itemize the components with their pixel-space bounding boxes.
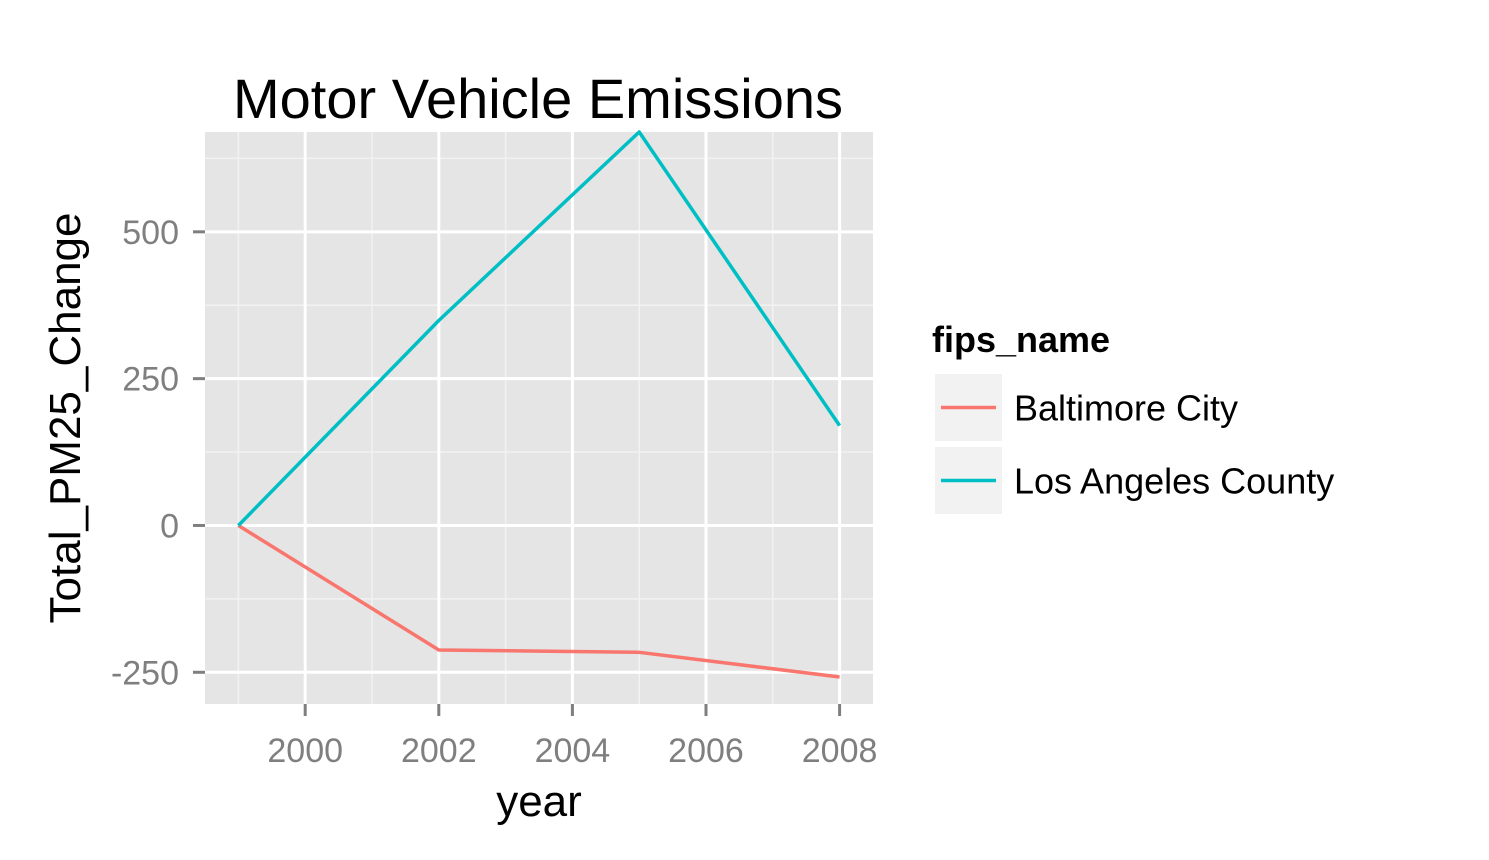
x-axis-title: year: [496, 777, 582, 826]
series-line: [237, 523, 840, 679]
legend-title: fips_name: [932, 319, 1110, 360]
y-axis-title: Total_PM25_Change: [41, 213, 90, 624]
y-tick-label: 0: [160, 507, 179, 545]
legend-label: Baltimore City: [1014, 388, 1238, 429]
legend: fips_name Baltimore City Los Angeles Coun…: [932, 319, 1334, 514]
x-tick-label: 2004: [535, 732, 611, 770]
x-axis: 2000 2002 2004 2006 2008: [267, 704, 877, 770]
x-tick-label: 2000: [267, 732, 343, 770]
y-tick-label: 500: [122, 214, 179, 252]
x-tick-label: 2002: [401, 732, 477, 770]
x-tick-label: 2006: [668, 732, 744, 770]
minor-grid: [205, 132, 873, 704]
series-lines: [237, 130, 842, 679]
major-grid: [205, 132, 873, 704]
chart-title: Motor Vehicle Emissions: [233, 67, 843, 130]
y-tick-label: -250: [111, 654, 179, 692]
series-line: [237, 130, 842, 527]
y-axis: -250 0 250 500: [111, 214, 205, 692]
legend-label: Los Angeles County: [1014, 461, 1334, 502]
y-tick-label: 250: [122, 361, 179, 399]
x-tick-label: 2008: [802, 732, 878, 770]
